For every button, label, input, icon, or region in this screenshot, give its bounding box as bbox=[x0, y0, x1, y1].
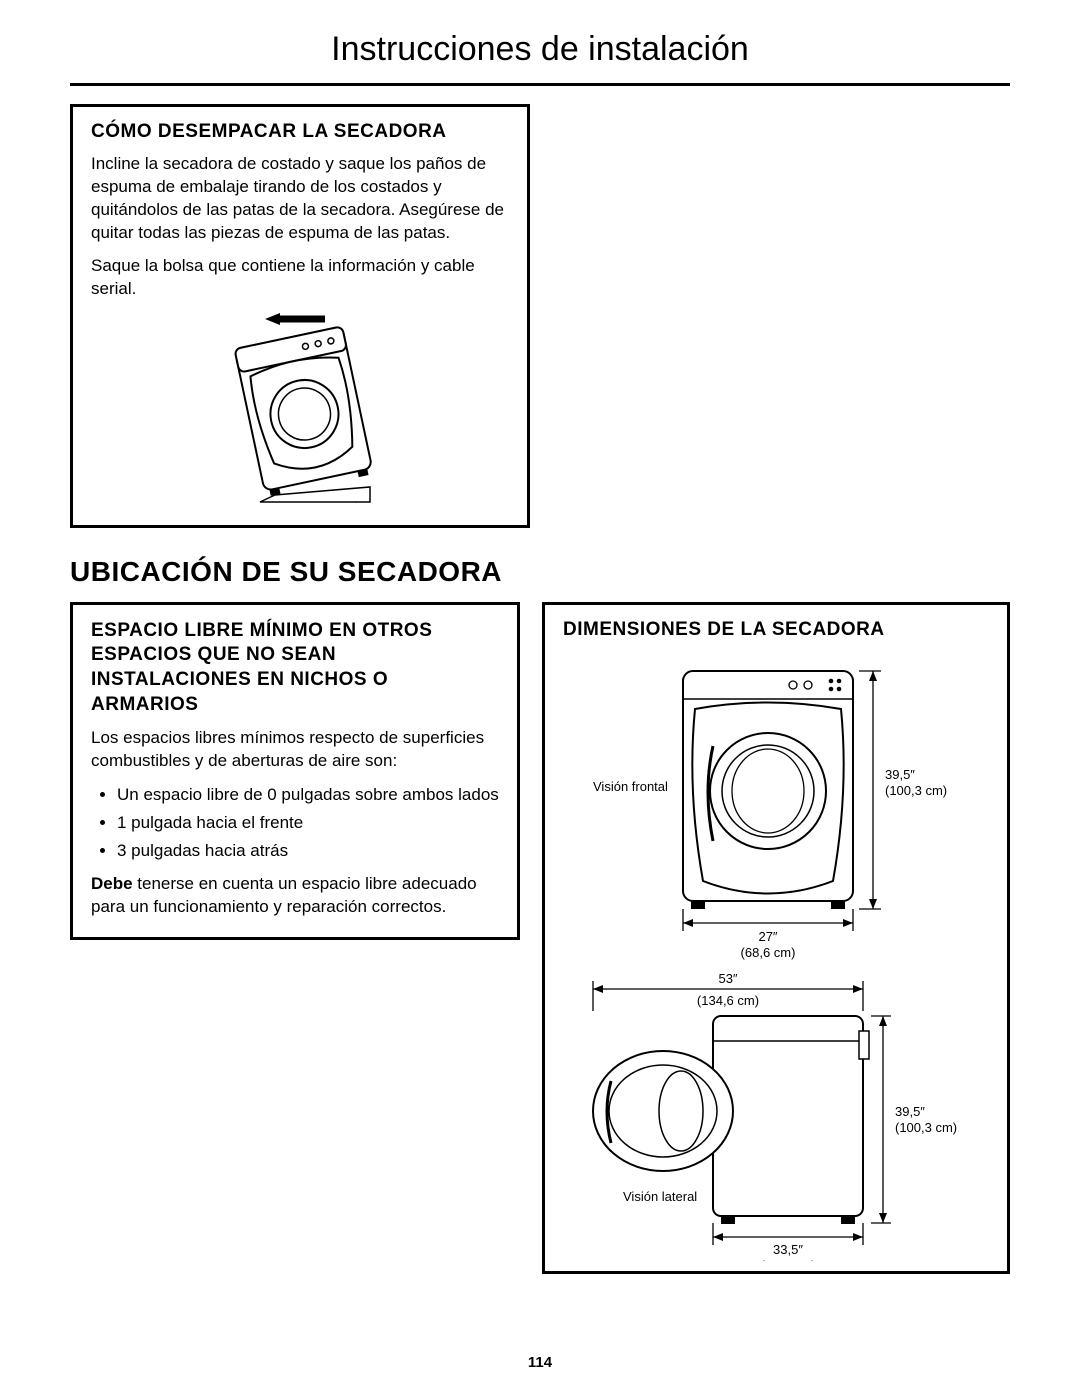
unpack-para-1: Incline la secadora de costado y saque l… bbox=[91, 153, 509, 245]
clearance-para-1: Los espacios libres mínimos respecto de … bbox=[91, 727, 499, 773]
front-height-cm: (100,3 cm) bbox=[885, 783, 947, 798]
front-width-in: 27″ bbox=[758, 929, 777, 944]
clearance-bullets: Un espacio libre de 0 pulgadas sobre amb… bbox=[91, 783, 499, 862]
unpack-box: CÓMO DESEMPACAR LA SECADORA Incline la s… bbox=[70, 104, 530, 528]
clearance-bullet-2: 1 pulgada hacia el frente bbox=[117, 811, 499, 835]
clearance-box-title: ESPACIO LIBRE MÍNIMO EN OTROS ESPACIOS Q… bbox=[91, 619, 499, 718]
dimensions-diagram: 27″ (68,6 cm) 39,5″ (100,3 cm) Visión fr… bbox=[563, 651, 983, 1261]
side-view-label: Visión lateral bbox=[623, 1189, 697, 1204]
front-width-cm: (68,6 cm) bbox=[741, 945, 796, 960]
clearance-bullet-1: Un espacio libre de 0 pulgadas sobre amb… bbox=[117, 783, 499, 807]
side-open-in: 53″ bbox=[718, 971, 737, 986]
front-height-in: 39,5″ bbox=[885, 767, 915, 782]
clearance-bullet-3: 3 pulgadas hacia atrás bbox=[117, 839, 499, 863]
unpack-para-2: Saque la bolsa que contiene la informaci… bbox=[91, 255, 509, 301]
side-height-cm: (100,3 cm) bbox=[895, 1120, 957, 1135]
dimensions-box: DIMENSIONES DE LA SECADORA bbox=[542, 602, 1010, 1274]
clearance-para-2-rest: tenerse en cuenta un espacio libre adecu… bbox=[91, 874, 477, 916]
clearance-para-2-bold: Debe bbox=[91, 874, 133, 893]
side-depth-in: 33,5″ bbox=[773, 1242, 803, 1257]
location-heading: UBICACIÓN DE SU SECADORA bbox=[70, 556, 1010, 588]
page-number: 114 bbox=[0, 1354, 1080, 1371]
unpack-illustration bbox=[91, 307, 509, 507]
title-rule bbox=[70, 83, 1010, 86]
clearance-box: ESPACIO LIBRE MÍNIMO EN OTROS ESPACIOS Q… bbox=[70, 602, 520, 940]
unpack-box-title: CÓMO DESEMPACAR LA SECADORA bbox=[91, 121, 509, 143]
clearance-para-2: Debe tenerse en cuenta un espacio libre … bbox=[91, 873, 499, 919]
front-view-label: Visión frontal bbox=[593, 779, 668, 794]
side-open-cm: (134,6 cm) bbox=[697, 993, 759, 1008]
side-height-in: 39,5″ bbox=[895, 1104, 925, 1119]
dimensions-box-title: DIMENSIONES DE LA SECADORA bbox=[563, 619, 989, 641]
page-title: Instrucciones de instalación bbox=[70, 30, 1010, 69]
side-depth-cm: (85,1 cm) bbox=[761, 1258, 816, 1261]
